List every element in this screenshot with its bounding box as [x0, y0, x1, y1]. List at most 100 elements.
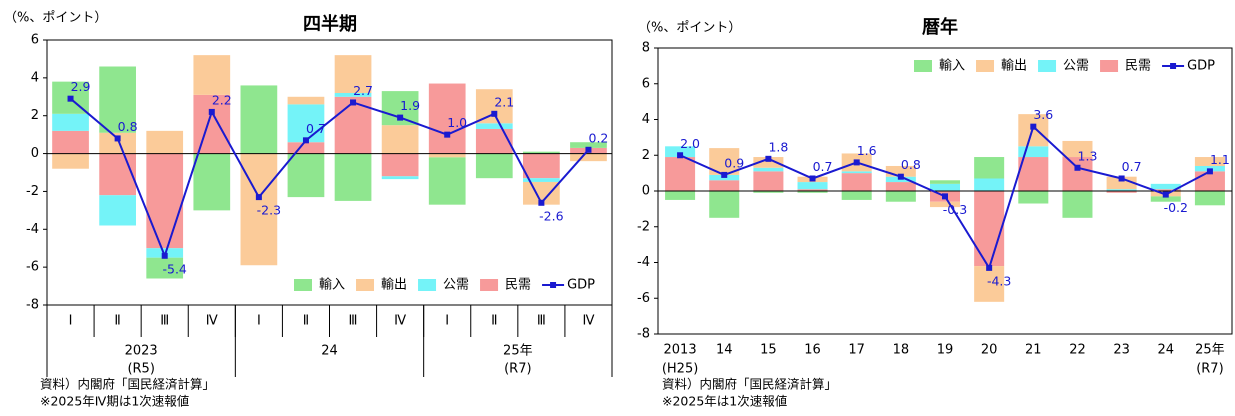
- bar-segment: [99, 153, 136, 196]
- x-tick-label: 25年: [1195, 343, 1225, 358]
- gdp-marker: [114, 135, 121, 142]
- gdp-marker: [942, 193, 948, 200]
- bar-segment: [570, 153, 607, 162]
- bar-segment: [146, 153, 184, 249]
- y-tick-label: 4: [642, 112, 650, 127]
- legend-label: 民需: [1125, 59, 1151, 74]
- bar-segment: [974, 191, 1005, 267]
- gdp-marker: [350, 99, 357, 106]
- data-label: 0.7: [306, 121, 326, 136]
- data-label: 0.7: [1122, 159, 1142, 174]
- bar-segment: [753, 167, 784, 172]
- bar-segment: [841, 171, 872, 174]
- bar-segment: [709, 191, 740, 218]
- legend-swatch: [418, 279, 437, 291]
- chart-title: 四半期: [303, 13, 357, 35]
- bar-segment: [753, 191, 784, 193]
- bar-segment: [1018, 191, 1049, 204]
- y-tick-label: 4: [31, 70, 39, 85]
- bar-segment: [1106, 176, 1137, 190]
- bar-segment: [974, 178, 1005, 191]
- legend-marker: [1170, 63, 1177, 69]
- data-label: 0.9: [724, 155, 744, 170]
- bar-segment: [1106, 191, 1137, 193]
- data-label: 1.8: [768, 139, 788, 154]
- legend-label: 公需: [1063, 59, 1089, 74]
- legend-marker: [550, 282, 557, 288]
- bar-segment: [929, 201, 961, 208]
- bar-segment: [287, 142, 325, 154]
- y-tick-label: -2: [26, 184, 39, 199]
- legend-swatch: [294, 279, 312, 291]
- gdp-marker: [897, 173, 904, 180]
- y-tick-label: -6: [637, 291, 650, 306]
- group-label: 24: [321, 344, 338, 359]
- x-tick-label: 20: [981, 343, 998, 358]
- bar-segment: [753, 157, 784, 168]
- gdp-marker: [491, 110, 498, 117]
- bar-segment: [334, 93, 372, 97]
- data-label: 1.0: [447, 115, 467, 130]
- y-tick-label: -8: [637, 327, 650, 342]
- legend-label: GDP: [1187, 59, 1215, 74]
- bar-segment: [841, 191, 872, 200]
- y-tick-label: -2: [637, 219, 650, 234]
- bar-segment: [1018, 157, 1049, 191]
- x-tick-label: Ⅲ: [349, 314, 358, 329]
- data-label: -0.3: [943, 202, 967, 217]
- y-unit-label: （%、ポイント）: [4, 11, 107, 26]
- legend-swatch: [356, 279, 375, 291]
- bar-segment: [523, 151, 560, 154]
- bar-segment: [1018, 114, 1049, 147]
- bar-segment: [475, 128, 513, 154]
- data-label: 3.6: [1033, 107, 1053, 122]
- y-tick-label: 0: [642, 184, 650, 199]
- bar-segment: [428, 83, 466, 154]
- x-tick-label: 16: [804, 343, 821, 358]
- legend-label: 公需: [443, 278, 469, 293]
- legend-swatch: [1100, 60, 1119, 72]
- y-tick-label: 2: [31, 108, 39, 123]
- note: ※2025年は1次速報値: [662, 394, 787, 409]
- x-tick-label: Ⅱ: [114, 314, 120, 329]
- bar-segment: [974, 157, 1005, 179]
- note: ※2025年Ⅳ期は1次速報値: [40, 394, 189, 409]
- x-tick-label: Ⅳ: [206, 314, 218, 329]
- gdp-marker: [67, 95, 74, 102]
- data-label: 0.2: [589, 130, 609, 145]
- x-tick-label: 19: [937, 343, 954, 358]
- gdp-marker: [765, 155, 772, 162]
- gdp-marker: [585, 146, 592, 153]
- bar-segment: [753, 171, 784, 191]
- x-tick-label: Ⅱ: [303, 314, 309, 329]
- data-label: -2.6: [539, 208, 563, 223]
- bar-segment: [334, 55, 372, 93]
- bar-segment: [665, 157, 696, 191]
- legend-label: 輸出: [381, 278, 407, 293]
- bar-segment: [797, 189, 828, 191]
- x-tick-label: Ⅲ: [160, 314, 169, 329]
- bar-segment: [1150, 189, 1181, 191]
- bar-segment: [52, 113, 89, 131]
- y-tick-label: 8: [642, 41, 650, 56]
- bar-segment: [1062, 157, 1093, 191]
- chart-title: 暦年: [922, 16, 958, 38]
- gdp-marker: [397, 114, 404, 121]
- legend-label: 輸入: [939, 59, 965, 74]
- gdp-marker: [161, 252, 168, 259]
- bar-segment: [240, 85, 278, 154]
- gdp-marker: [1118, 175, 1125, 182]
- gdp-marker: [986, 264, 993, 271]
- bar-segment: [99, 195, 136, 226]
- gdp-marker: [538, 199, 545, 206]
- y-tick-label: 2: [642, 148, 650, 163]
- x-tick-label: Ⅰ: [445, 314, 449, 329]
- bar-segment: [1150, 183, 1181, 190]
- legend-label: 民需: [505, 278, 531, 293]
- data-label: 2.1: [494, 94, 514, 109]
- data-label: 1.3: [1078, 148, 1098, 163]
- gdp-marker: [677, 152, 684, 159]
- bar-segment: [381, 176, 419, 180]
- bar-segment: [885, 182, 916, 191]
